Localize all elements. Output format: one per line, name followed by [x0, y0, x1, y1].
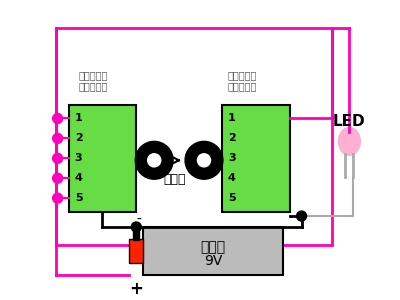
Circle shape [53, 153, 62, 163]
Text: +: + [129, 280, 143, 298]
Text: モジュール: モジュール [228, 82, 257, 92]
Text: 5: 5 [75, 193, 82, 203]
Text: 1: 1 [75, 113, 82, 124]
Circle shape [53, 193, 62, 203]
Text: 4: 4 [228, 173, 236, 183]
Text: 2: 2 [75, 134, 82, 143]
Bar [68, 104, 136, 212]
Circle shape [131, 222, 141, 232]
Circle shape [53, 173, 62, 183]
Text: 超音波送信: 超音波送信 [78, 70, 108, 80]
Text: 4: 4 [74, 173, 82, 183]
Bar [129, 239, 143, 263]
Text: 超音波: 超音波 [164, 173, 186, 186]
Text: LED: LED [333, 114, 366, 129]
Text: 3: 3 [75, 153, 82, 163]
Ellipse shape [338, 128, 360, 155]
Text: 乾電池: 乾電池 [200, 240, 226, 254]
Circle shape [53, 134, 62, 143]
Circle shape [53, 113, 62, 124]
Ellipse shape [146, 152, 162, 168]
Ellipse shape [196, 152, 212, 168]
Text: 2: 2 [228, 134, 236, 143]
Circle shape [296, 211, 306, 221]
Bar [56, 28, 332, 245]
Text: 3: 3 [228, 153, 236, 163]
Bar [222, 104, 290, 212]
Text: モジュール: モジュール [78, 82, 108, 92]
Text: 5: 5 [228, 193, 236, 203]
Text: -: - [137, 213, 142, 227]
Text: 超音波受信: 超音波受信 [228, 70, 257, 80]
Text: 9V: 9V [204, 254, 222, 268]
Ellipse shape [185, 141, 223, 179]
Text: 1: 1 [228, 113, 236, 124]
Bar [143, 227, 283, 275]
Ellipse shape [135, 141, 173, 179]
Bar [133, 227, 139, 240]
